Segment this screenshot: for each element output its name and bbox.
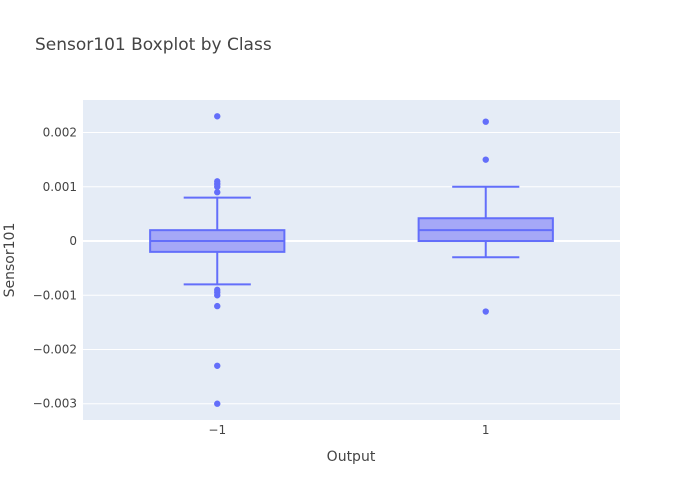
outlier-point	[214, 400, 221, 407]
outlier-point	[214, 113, 221, 120]
box-group	[417, 118, 554, 315]
chart-title: Sensor101 Boxplot by Class	[35, 35, 272, 55]
outlier-point	[482, 118, 489, 125]
outlier-point	[214, 183, 221, 190]
x-tick-label: 1	[482, 423, 490, 437]
outlier-point	[482, 308, 489, 315]
y-tick-label: 0.001	[43, 180, 77, 194]
outlier-point	[214, 362, 221, 369]
outlier-point	[214, 292, 221, 299]
y-tick-label: 0.002	[43, 126, 77, 140]
outlier-point	[482, 156, 489, 163]
y-tick-label: −0.003	[33, 397, 77, 411]
y-axis-ticks: 0.002 0.001 0 −0.001 −0.002 −0.003	[33, 126, 77, 411]
x-axis-title: Output	[327, 449, 376, 465]
x-axis-ticks: −1 1	[208, 423, 489, 437]
plot-area	[83, 100, 620, 420]
y-tick-label: −0.002	[33, 342, 77, 356]
x-tick-label: −1	[208, 423, 226, 437]
y-tick-label: 0	[69, 234, 77, 248]
boxes	[149, 113, 554, 407]
box-group	[149, 113, 286, 407]
outlier-point	[214, 189, 221, 196]
y-tick-label: −0.001	[33, 288, 77, 302]
outlier-point	[214, 302, 221, 310]
y-axis-title: Sensor101	[2, 223, 18, 298]
